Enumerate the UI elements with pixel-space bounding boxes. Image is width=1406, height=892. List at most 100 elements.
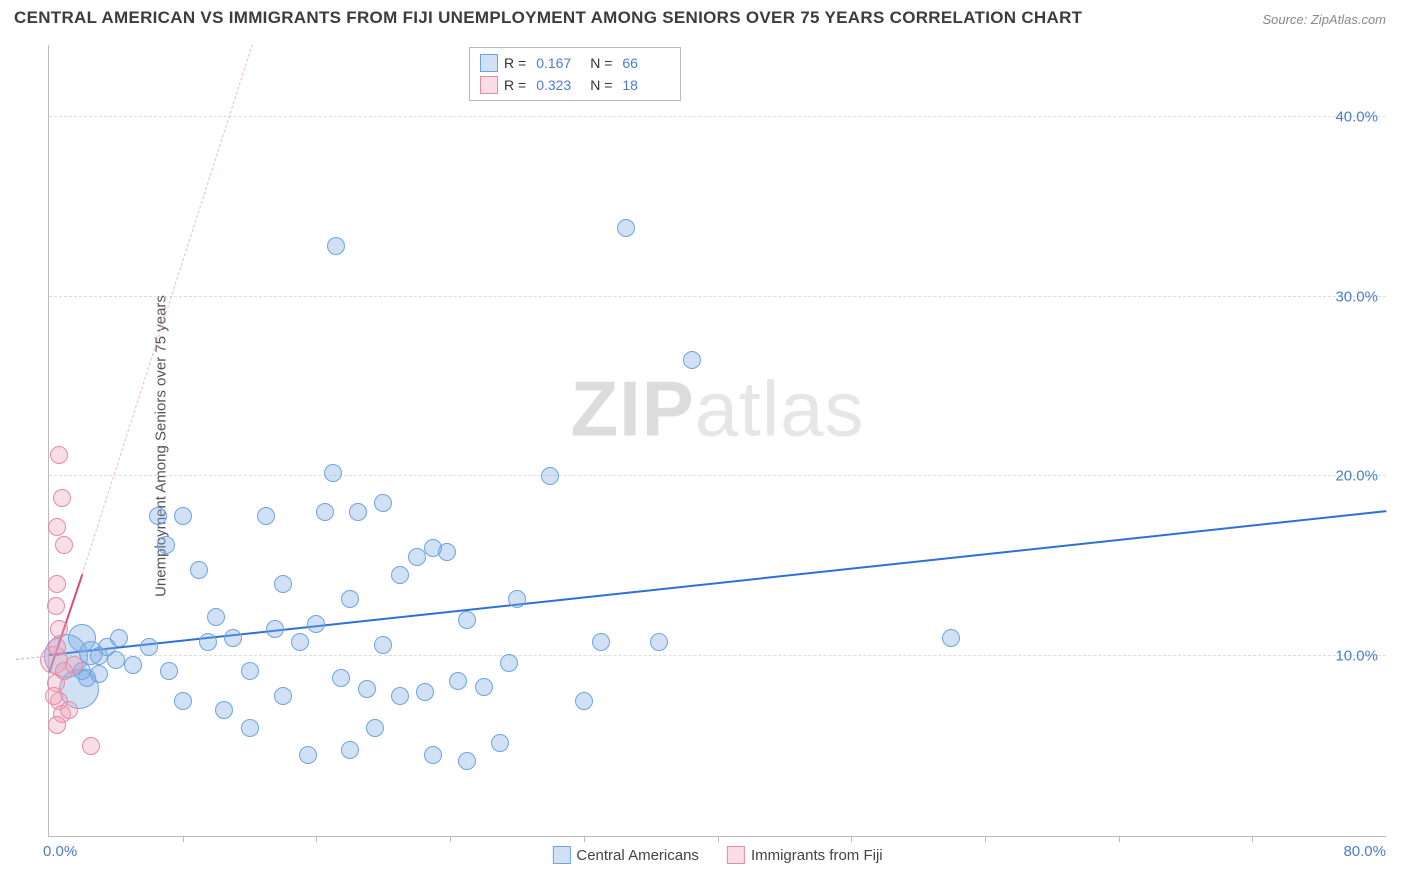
data-point-series-1: [65, 656, 83, 674]
data-point-series-1: [53, 489, 71, 507]
data-point-series-0: [475, 678, 493, 696]
data-point-series-0: [174, 692, 192, 710]
watermark-rest: atlas: [695, 364, 865, 452]
x-tick-0: 0.0%: [43, 843, 77, 860]
data-point-series-0: [391, 687, 409, 705]
data-point-series-0: [374, 636, 392, 654]
data-point-series-0: [307, 615, 325, 633]
data-point-series-0: [291, 633, 309, 651]
data-point-series-0: [90, 665, 108, 683]
source-label: Source: ZipAtlas.com: [1262, 12, 1386, 27]
x-minor-tick: [450, 836, 451, 842]
data-point-series-0: [174, 507, 192, 525]
data-point-series-1: [48, 575, 66, 593]
data-point-series-0: [241, 662, 259, 680]
stats-row-series-1: R = 0.323 N = 18: [480, 74, 670, 96]
data-point-series-0: [349, 503, 367, 521]
r-label: R =: [504, 74, 526, 96]
data-point-series-0: [215, 701, 233, 719]
data-point-series-1: [47, 597, 65, 615]
data-point-series-1: [55, 536, 73, 554]
data-point-series-0: [575, 692, 593, 710]
data-point-series-0: [458, 752, 476, 770]
trend-line: [82, 44, 253, 575]
series-legend: Central Americans Immigrants from Fiji: [552, 846, 882, 864]
data-point-series-0: [592, 633, 610, 651]
data-point-series-0: [341, 741, 359, 759]
y-tick-label: 10.0%: [1335, 648, 1378, 665]
n-value-1: 18: [622, 74, 670, 96]
data-point-series-0: [124, 656, 142, 674]
stats-row-series-0: R = 0.167 N = 66: [480, 52, 670, 74]
data-point-series-0: [650, 633, 668, 651]
data-point-series-0: [332, 669, 350, 687]
data-point-series-0: [140, 638, 158, 656]
data-point-series-0: [107, 651, 125, 669]
data-point-series-0: [458, 611, 476, 629]
legend-item-1: Immigrants from Fiji: [727, 846, 883, 864]
data-point-series-0: [942, 629, 960, 647]
data-point-series-0: [241, 719, 259, 737]
data-point-series-1: [60, 701, 78, 719]
swatch-series-0: [480, 54, 498, 72]
data-point-series-0: [617, 219, 635, 237]
data-point-series-1: [82, 737, 100, 755]
data-point-series-0: [508, 590, 526, 608]
chart-title: CENTRAL AMERICAN VS IMMIGRANTS FROM FIJI…: [14, 8, 1082, 28]
data-point-series-1: [50, 620, 68, 638]
n-label: N =: [590, 52, 612, 74]
data-point-series-0: [327, 237, 345, 255]
data-point-series-0: [266, 620, 284, 638]
data-point-series-0: [449, 672, 467, 690]
x-minor-tick: [851, 836, 852, 842]
data-point-series-0: [408, 548, 426, 566]
swatch-series-1: [480, 76, 498, 94]
x-minor-tick: [584, 836, 585, 842]
data-point-series-1: [45, 687, 63, 705]
legend-swatch-1: [727, 846, 745, 864]
data-point-series-0: [257, 507, 275, 525]
data-point-series-0: [149, 507, 167, 525]
data-point-series-1: [48, 716, 66, 734]
watermark-bold: ZIP: [570, 364, 694, 452]
data-point-series-0: [207, 608, 225, 626]
data-point-series-0: [424, 746, 442, 764]
y-tick-label: 20.0%: [1335, 468, 1378, 485]
data-point-series-0: [299, 746, 317, 764]
legend-label-1: Immigrants from Fiji: [751, 847, 883, 864]
x-minor-tick: [1252, 836, 1253, 842]
gridline: [49, 116, 1386, 117]
watermark: ZIPatlas: [570, 363, 864, 454]
trend-line: [49, 510, 1386, 656]
x-minor-tick: [985, 836, 986, 842]
data-point-series-0: [683, 351, 701, 369]
data-point-series-0: [190, 561, 208, 579]
y-tick-label: 40.0%: [1335, 108, 1378, 125]
gridline: [49, 296, 1386, 297]
n-value-0: 66: [622, 52, 670, 74]
x-minor-tick: [183, 836, 184, 842]
gridline: [49, 655, 1386, 656]
data-point-series-0: [341, 590, 359, 608]
y-tick-label: 30.0%: [1335, 288, 1378, 305]
data-point-series-0: [366, 719, 384, 737]
data-point-series-1: [48, 518, 66, 536]
r-label: R =: [504, 52, 526, 74]
data-point-series-0: [358, 680, 376, 698]
legend-item-0: Central Americans: [552, 846, 699, 864]
data-point-series-0: [500, 654, 518, 672]
data-point-series-0: [274, 687, 292, 705]
plot-area: ZIPatlas R = 0.167 N = 66 R = 0.323 N = …: [48, 45, 1386, 837]
data-point-series-0: [110, 629, 128, 647]
r-value-1: 0.323: [536, 74, 584, 96]
chart-container: CENTRAL AMERICAN VS IMMIGRANTS FROM FIJI…: [0, 0, 1406, 892]
stats-legend: R = 0.167 N = 66 R = 0.323 N = 18: [469, 47, 681, 101]
data-point-series-0: [199, 633, 217, 651]
data-point-series-0: [157, 536, 175, 554]
data-point-series-0: [274, 575, 292, 593]
x-minor-tick: [718, 836, 719, 842]
data-point-series-0: [541, 467, 559, 485]
legend-label-0: Central Americans: [576, 847, 699, 864]
data-point-series-0: [324, 464, 342, 482]
n-label: N =: [590, 74, 612, 96]
